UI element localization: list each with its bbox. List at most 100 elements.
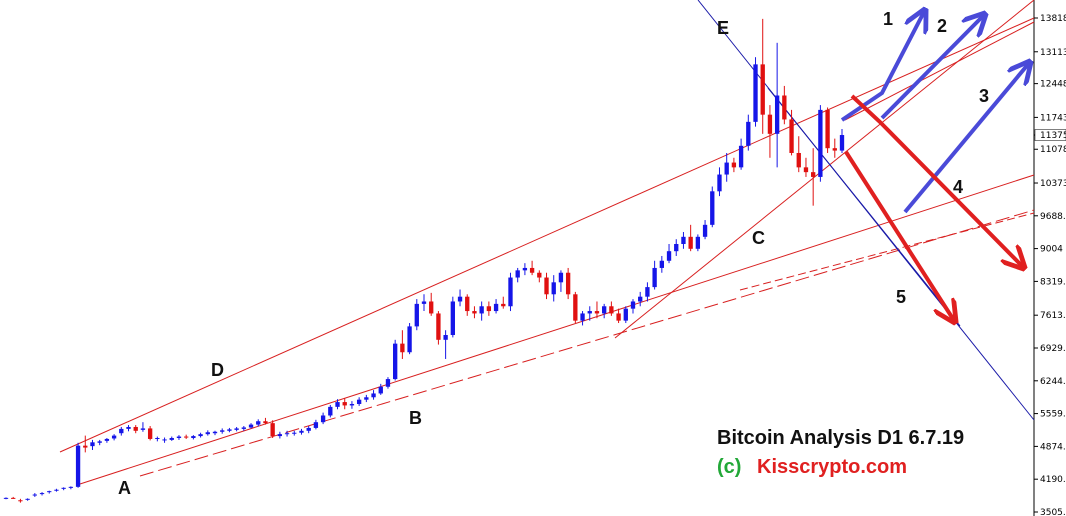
candle-body-bearish [184, 436, 189, 438]
candle-body-bearish [760, 64, 765, 115]
channel-E-lower [767, 87, 961, 327]
candle-body-bearish [767, 114, 773, 134]
scenario-2-arrow [880, 14, 985, 120]
candle-body-bearish [11, 497, 16, 499]
scenario-3-arrow [903, 62, 1030, 214]
y-tick-label: 9004 [1040, 245, 1063, 255]
y-tick-label: 6244.2 [1040, 377, 1066, 387]
current-price-marker [1034, 129, 1066, 141]
candle-body-bullish [169, 437, 174, 440]
point-label-B: B [409, 408, 422, 428]
candle-body-bullish [162, 439, 167, 441]
y-tick-label: 4874.7 [1040, 442, 1066, 452]
scenario-5-arrow [844, 150, 955, 322]
candle-body-bullish [753, 64, 758, 122]
candle-body-bullish [457, 296, 463, 302]
candle-body-bullish [393, 343, 398, 380]
trend-lines [59, 0, 1035, 485]
candle-body-bullish [630, 301, 636, 309]
candlesticks [3, 18, 845, 503]
candle-body-bearish [537, 272, 542, 278]
candle-body-bullish [738, 145, 744, 168]
candle-body-bullish [349, 403, 355, 406]
candle-body-bullish [25, 498, 30, 500]
candle-body-bearish [400, 343, 405, 353]
candle-body-bullish [746, 121, 751, 146]
candle-body-bearish [573, 294, 578, 321]
candle-body-bullish [205, 432, 210, 435]
candle-body-bullish [212, 431, 218, 434]
candle-body-bearish [688, 236, 693, 249]
y-tick-label: 12448 [1040, 80, 1066, 90]
candle-body-bullish [277, 434, 283, 437]
candle-body-bullish [385, 379, 391, 387]
candle-body-bullish [724, 162, 729, 175]
y-tick-label: 13113 [1040, 48, 1066, 58]
candle-body-bullish [580, 313, 585, 321]
candle-body-bearish [544, 277, 549, 295]
candle-body-bearish [796, 152, 801, 168]
candle-body-bullish [493, 303, 499, 312]
y-tick-label: 8319.2 [1040, 277, 1066, 287]
credit-site: Kisscrypto.com [757, 456, 907, 478]
scenario-label-1: 1 [883, 9, 893, 29]
candle-body-bullish [47, 491, 52, 493]
candle-body-bearish [832, 148, 837, 151]
credit-prefix: (c) [717, 456, 741, 478]
candle-body-bullish [227, 429, 232, 431]
candle-body-bullish [111, 435, 117, 439]
candle-body-bearish [501, 303, 506, 307]
candle-body-bullish [292, 432, 297, 434]
candle-body-bullish [234, 428, 239, 430]
candle-body-bullish [313, 422, 319, 428]
candle-body-bullish [191, 436, 196, 438]
candle-body-bullish [659, 260, 664, 268]
y-tick-label: 3505.1 [1040, 508, 1066, 516]
candle-body-bullish [299, 430, 304, 433]
candle-body-bullish [558, 272, 564, 283]
candle-body-bullish [328, 406, 333, 416]
candle-body-bullish [256, 421, 261, 425]
candle-body-bearish [133, 426, 138, 431]
candle-body-bearish [529, 267, 535, 273]
point-label-E: E [717, 18, 729, 38]
candle-body-bearish [782, 95, 787, 120]
candle-body-bullish [241, 427, 246, 429]
candle-body-bearish [609, 306, 614, 314]
y-tick-label: 7613.7 [1040, 311, 1066, 321]
candle-body-bearish [429, 301, 434, 314]
candle-body-bullish [602, 306, 607, 314]
candle-body-bullish [32, 494, 37, 496]
candle-body-bullish [126, 426, 131, 429]
scenario-label-4: 4 [953, 177, 963, 197]
candle-body-bullish [3, 497, 9, 499]
y-tick-label: 9688.7 [1040, 212, 1066, 222]
candle-body-bearish [811, 172, 816, 177]
scenario-4-arrow [850, 94, 1024, 268]
scenario-label-2: 2 [937, 16, 947, 36]
candle-body-bullish [551, 282, 556, 295]
candle-body-bearish [825, 109, 830, 149]
scenario-1-arrow [840, 10, 925, 122]
candle-body-bullish [75, 445, 81, 487]
y-tick-label: 11078 [1040, 145, 1066, 155]
trendline-D [59, 17, 1035, 453]
candle-body-bullish [587, 311, 592, 314]
candle-body-bearish [565, 272, 571, 295]
candle-body-bullish [364, 397, 369, 400]
y-tick-label: 4190.0 [1040, 475, 1066, 485]
candle-body-bearish [803, 167, 809, 173]
candle-body-bearish [18, 500, 23, 502]
candle-body-bullish [378, 386, 383, 394]
chart-title: Bitcoin Analysis D1 6.7.19 [717, 427, 964, 449]
trendline-C [614, 0, 1035, 339]
y-tick-label: 10373 [1040, 179, 1066, 189]
credit: (c) Kisscrypto.com [717, 456, 907, 478]
y-axis: 13818 13113 12448 11743 11375 11078 10373 9688.… [1033, 0, 1066, 516]
point-label-D: D [211, 360, 224, 380]
candle-body-bullish [306, 427, 311, 431]
candle-body-bullish [284, 433, 290, 435]
candle-body-bullish [407, 326, 412, 353]
candle-body-bullish [695, 236, 701, 249]
